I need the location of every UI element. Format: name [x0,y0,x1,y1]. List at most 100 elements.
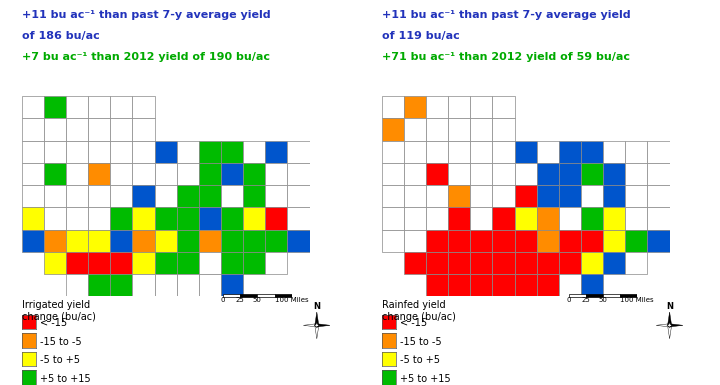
Bar [492,96,515,119]
Text: 25: 25 [582,297,590,303]
Bar [221,252,243,274]
Bar [515,274,536,296]
Bar [515,185,536,208]
Bar [66,252,88,274]
Bar [515,163,536,185]
Text: 25: 25 [236,297,245,303]
Bar [647,230,670,252]
Bar [426,163,448,185]
Bar [176,274,199,296]
Bar [221,141,243,163]
Bar [603,185,625,208]
Bar [176,208,199,230]
Bar [132,96,155,119]
Bar [287,208,310,230]
Bar [492,141,515,163]
Bar [274,294,292,297]
Bar [603,252,625,274]
Bar [88,185,110,208]
Bar [470,163,492,185]
Bar [132,141,155,163]
Polygon shape [656,324,670,327]
Text: +7 bu ac⁻¹ than 2012 yield of 190 bu/ac: +7 bu ac⁻¹ than 2012 yield of 190 bu/ac [22,52,269,62]
Bar [243,208,265,230]
Bar [66,185,88,208]
Bar [110,230,132,252]
Bar [559,230,581,252]
Text: 0: 0 [221,297,225,303]
Text: < -15: < -15 [400,318,428,328]
Bar [44,119,66,141]
Bar [492,252,515,274]
Bar [22,163,44,185]
Bar [243,185,265,208]
Bar [559,208,581,230]
Bar [492,274,515,296]
Bar [110,252,132,274]
Bar [404,230,426,252]
Polygon shape [315,325,319,339]
Text: +5 to +15: +5 to +15 [400,374,451,384]
Bar [470,119,492,141]
Bar [199,208,221,230]
Text: of 119 bu/ac: of 119 bu/ac [382,31,459,41]
Bar [515,252,536,274]
Bar [44,252,66,274]
Bar [176,163,199,185]
Text: < -15: < -15 [40,318,68,328]
Bar [404,185,426,208]
Bar [647,185,670,208]
Bar [66,141,88,163]
Bar [132,185,155,208]
Bar [221,208,243,230]
Bar [448,185,470,208]
Bar [66,119,88,141]
Bar [155,208,176,230]
Bar [559,274,581,296]
Bar [603,230,625,252]
Bar [625,252,647,274]
Bar [536,274,559,296]
Bar [404,119,426,141]
Bar [382,208,404,230]
Polygon shape [667,325,672,339]
Bar [448,208,470,230]
Bar [603,141,625,163]
Bar [382,185,404,208]
Bar [155,141,176,163]
Bar [88,96,110,119]
Bar [426,141,448,163]
Polygon shape [667,312,672,325]
Polygon shape [303,324,317,327]
Bar [559,141,581,163]
Bar [426,208,448,230]
Bar [265,185,287,208]
Bar [470,274,492,296]
Polygon shape [670,324,683,327]
Bar [515,230,536,252]
Bar [199,185,221,208]
Bar [155,230,176,252]
Bar [22,208,44,230]
Bar [88,274,110,296]
Bar [470,208,492,230]
Text: +71 bu ac⁻¹ than 2012 yield of 59 bu/ac: +71 bu ac⁻¹ than 2012 yield of 59 bu/ac [382,52,629,62]
Bar [110,163,132,185]
Bar [44,208,66,230]
Bar [426,96,448,119]
Bar [625,185,647,208]
Bar [287,185,310,208]
Bar [426,185,448,208]
Bar [265,252,287,274]
Polygon shape [317,324,330,327]
Bar [44,230,66,252]
Bar [199,274,221,296]
Bar [492,208,515,230]
Bar [620,294,637,297]
Bar [448,141,470,163]
Bar [110,208,132,230]
Bar [223,294,240,297]
Bar [404,96,426,119]
Bar [88,208,110,230]
Bar [470,230,492,252]
